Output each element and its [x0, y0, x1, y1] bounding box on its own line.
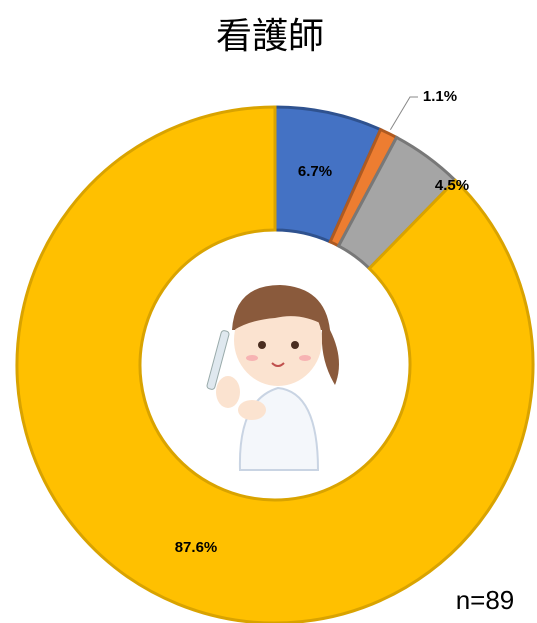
nurse-illustration — [206, 285, 339, 470]
value-label: 87.6% — [175, 539, 218, 556]
chart-title: 看護師 — [216, 16, 324, 57]
chart: 看護師 n=89 6.7% 1.1% 4.5% 87.6% — [0, 0, 537, 623]
value-label: 1.1% — [423, 88, 457, 105]
value-label: 6.7% — [298, 163, 332, 180]
annotation: n=89 — [456, 585, 515, 615]
leader-line — [390, 97, 418, 130]
value-label: 4.5% — [435, 177, 469, 194]
